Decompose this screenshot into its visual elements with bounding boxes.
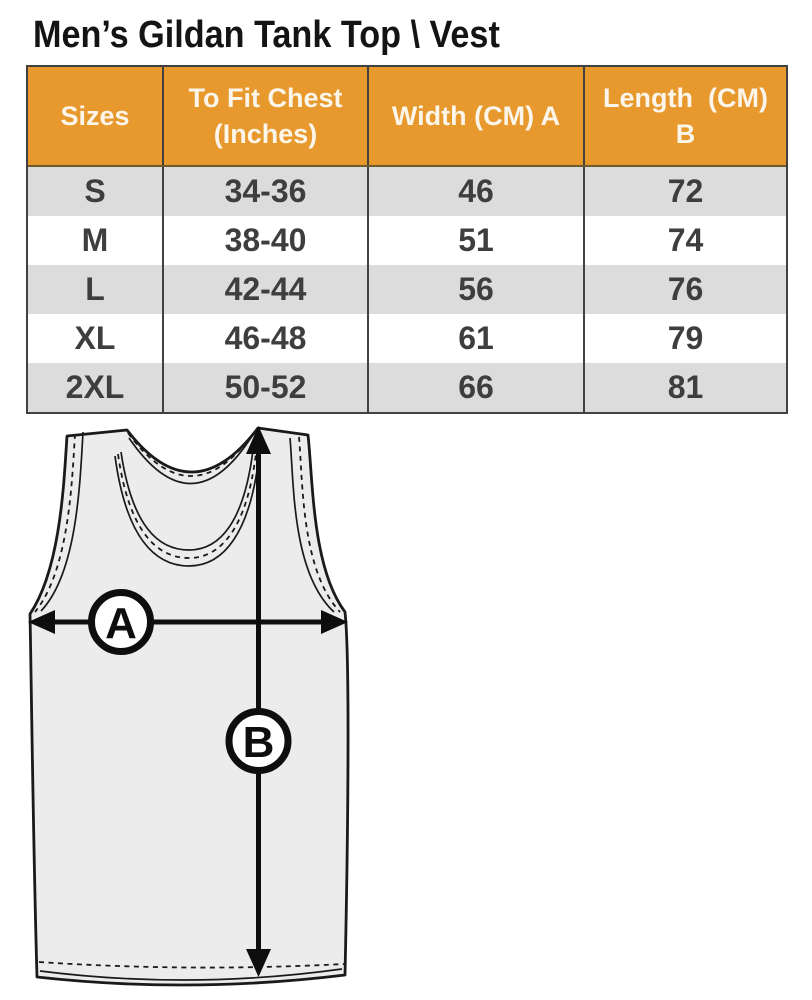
- cell-length: 72: [583, 167, 786, 216]
- cell-length: 79: [583, 314, 786, 363]
- back-neck-inner-line: [128, 435, 253, 485]
- cell-size: XL: [74, 320, 116, 356]
- right-armhole-inner-line: [289, 437, 335, 613]
- cell-width: 56: [367, 265, 583, 314]
- header-cell-sizes: Sizes: [60, 101, 130, 131]
- table-row-s: S 34-36 46 72: [28, 167, 786, 216]
- length-label-badge: B: [225, 708, 292, 774]
- width-arrow: [28, 610, 348, 634]
- header-cell-width: Width (CM) A: [367, 67, 583, 165]
- cell-width: 51: [367, 216, 583, 265]
- front-neck-inner-line: [114, 455, 260, 567]
- front-neck-stitch-line: [117, 452, 257, 559]
- table-row-m: M 38-40 51 74: [28, 216, 786, 265]
- left-armhole-stitch-line: [34, 433, 76, 613]
- cell-length: 76: [583, 265, 786, 314]
- cell-size: S: [84, 173, 106, 209]
- cell-chest: 34-36: [162, 167, 367, 216]
- header-cell-chest: To Fit Chest (Inches): [162, 67, 367, 165]
- header-cell-length: Length (CM) B: [583, 67, 786, 165]
- cell-chest: 50-52: [162, 363, 367, 412]
- hem-inner-line: [39, 968, 343, 981]
- cell-size: L: [85, 271, 105, 307]
- cell-width: 61: [367, 314, 583, 363]
- hem-stitch-line: [38, 961, 345, 969]
- cell-length: 81: [583, 363, 786, 412]
- cell-length: 74: [583, 216, 786, 265]
- cell-width: 46: [367, 167, 583, 216]
- size-table: Sizes To Fit Chest (Inches) Width (CM) A…: [26, 65, 788, 414]
- table-row-xl: XL 46-48 61 79: [28, 314, 786, 363]
- cell-chest: 38-40: [162, 216, 367, 265]
- right-armhole-stitch-line: [298, 436, 341, 613]
- width-label-badge: A: [88, 589, 154, 655]
- back-neck-stitch-line: [127, 430, 256, 477]
- table-row-2xl: 2XL 50-52 66 81: [28, 363, 786, 412]
- cell-size: 2XL: [65, 369, 125, 405]
- left-armhole-inner-line: [40, 431, 84, 612]
- page-title: Men’s Gildan Tank Top \ Vest: [33, 14, 500, 56]
- length-arrow: [246, 426, 271, 977]
- length-label: B: [243, 718, 275, 767]
- width-label: A: [105, 599, 137, 648]
- tank-top-diagram: A B: [28, 426, 350, 987]
- cell-size: M: [81, 222, 109, 258]
- front-neck-edge-line: [120, 449, 254, 551]
- table-row-l: L 42-44 56 76: [28, 265, 786, 314]
- garment-outline: [28, 426, 350, 987]
- cell-chest: 46-48: [162, 314, 367, 363]
- cell-width: 66: [367, 363, 583, 412]
- cell-chest: 42-44: [162, 265, 367, 314]
- table-header-row: Sizes To Fit Chest (Inches) Width (CM) A…: [28, 67, 786, 167]
